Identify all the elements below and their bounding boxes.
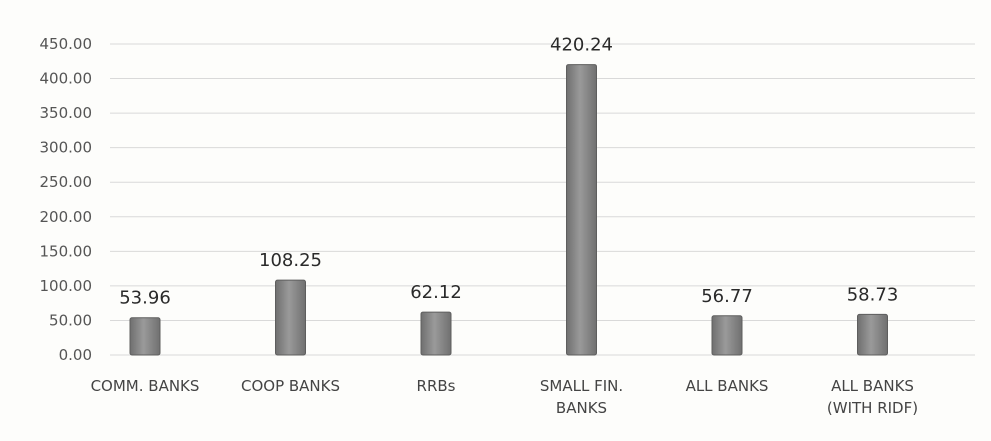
y-tick-label: 350.00 (40, 104, 93, 122)
x-tick-label-line: ALL BANKS (686, 377, 769, 395)
x-tick-label: ALL BANKS (WITH RIDF) (827, 377, 918, 417)
data-label: 420.24 (550, 35, 613, 56)
data-label: 58.73 (847, 284, 899, 305)
x-tick-label-line: COOP BANKS (241, 377, 340, 395)
y-tick-label: 250.00 (40, 173, 93, 191)
x-tick-label: RRBs (417, 377, 456, 395)
x-tick-label: SMALL FIN. BANKS (540, 377, 623, 417)
x-tick-label-line: (WITH RIDF) (827, 399, 918, 417)
y-tick-label: 50.00 (49, 311, 92, 329)
bar (129, 317, 161, 356)
y-axis-tick-labels: 0.00 50.00 100.00 150.00 200.00 250.00 300.00 3… (40, 35, 93, 364)
data-labels: 53.96 108.25 62.12 420.24 56.77 58.73 (119, 35, 898, 309)
y-tick-label: 100.00 (40, 277, 93, 295)
y-tick-label: 450.00 (40, 35, 93, 53)
y-tick-label: 300.00 (40, 139, 93, 157)
bar (275, 279, 306, 356)
bars (129, 64, 888, 356)
data-label: 108.25 (259, 250, 322, 271)
x-tick-label-line: SMALL FIN. (540, 377, 623, 395)
x-tick-label: COMM. BANKS (91, 377, 200, 395)
data-label: 56.77 (701, 286, 753, 307)
x-tick-label-line: COMM. BANKS (91, 377, 200, 395)
bar (420, 311, 452, 356)
x-tick-label: ALL BANKS (686, 377, 769, 395)
y-tick-label: 150.00 (40, 242, 93, 260)
x-tick-label: COOP BANKS (241, 377, 340, 395)
x-axis-tick-labels: COMM. BANKS COOP BANKS RRBs SMALL FIN. BANKS… (91, 377, 919, 417)
bar (711, 315, 743, 356)
y-tick-label: 0.00 (59, 346, 92, 364)
gridlines (110, 43, 975, 356)
x-tick-label-line: BANKS (556, 399, 607, 417)
x-tick-label-line: RRBs (417, 377, 456, 395)
data-label: 62.12 (410, 282, 462, 303)
y-tick-label: 200.00 (40, 208, 93, 226)
bar (566, 64, 597, 356)
data-label: 53.96 (119, 288, 171, 309)
x-tick-label-line: ALL BANKS (831, 377, 914, 395)
y-tick-label: 400.00 (40, 70, 93, 88)
bar (857, 313, 888, 356)
